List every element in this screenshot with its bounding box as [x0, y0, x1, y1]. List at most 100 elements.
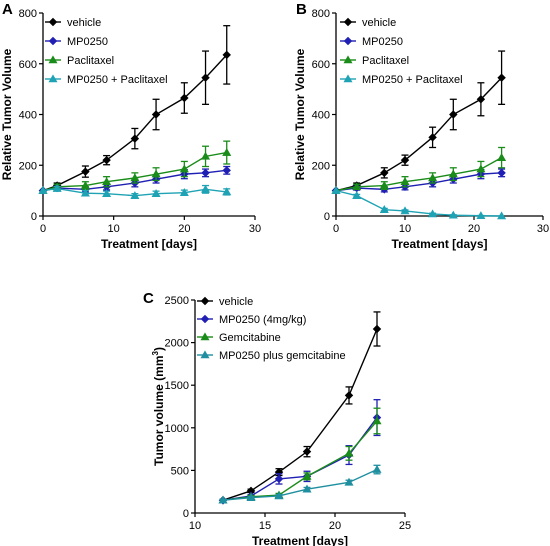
data-point-b-2	[352, 182, 362, 191]
series-line-c-2	[222, 420, 378, 501]
data-point-c-0	[344, 391, 354, 400]
legend-entry-c-3: MP0250 plus gemcitabine	[197, 350, 346, 362]
series-b-3	[331, 186, 507, 220]
y-tick-label-a: 400	[19, 110, 37, 122]
data-point-a-2	[102, 177, 112, 186]
y-tick-label-a: 600	[19, 59, 37, 71]
legend-label-c-2: Gemcitabine	[219, 332, 281, 344]
data-point-c-1	[274, 474, 284, 484]
data-point-a-3	[80, 188, 90, 197]
legend-swatch-marker-b-2	[343, 55, 353, 64]
legend-entry-a-0: vehicle	[45, 17, 101, 29]
series-c-3	[218, 464, 382, 504]
y-tick-label-c: 500	[171, 465, 189, 477]
series-c-1	[218, 399, 382, 505]
legend-swatch-marker-a-0	[48, 17, 58, 27]
data-point-a-3	[130, 191, 140, 199]
legend-swatch-marker-a-2	[48, 55, 58, 64]
data-point-a-3	[151, 189, 161, 197]
data-point-a-0	[180, 93, 189, 103]
series-line-b-2	[335, 157, 502, 192]
x-tick-label-a: 30	[249, 223, 261, 235]
data-point-a-2	[130, 173, 140, 182]
legend-entry-c-2: Gemcitabine	[197, 332, 281, 344]
legend-entry-b-1: MP0250	[340, 36, 403, 48]
data-point-a-3	[52, 183, 62, 192]
series-line-b-3	[335, 189, 502, 217]
y-tick-label-b: 200	[312, 160, 330, 172]
x-axis-title-c: Treatment [days]	[252, 534, 348, 546]
data-point-b-3	[428, 209, 438, 218]
data-point-a-0	[222, 50, 231, 60]
data-point-a-3	[179, 188, 189, 196]
series-line-b-1	[335, 172, 502, 192]
legend-entry-a-3: MP0250 + Paclitaxel	[45, 74, 168, 86]
x-tick-label-a: 10	[108, 223, 120, 235]
series-b-1	[331, 168, 506, 195]
y-tick-label-b: 400	[312, 110, 330, 122]
data-point-b-0	[476, 95, 486, 104]
data-point-b-3	[352, 191, 362, 199]
legend-label-a-0: vehicle	[67, 17, 101, 29]
legend-swatch-marker-b-1	[343, 36, 353, 46]
x-tick-label-c: 15	[259, 520, 271, 532]
legend-swatch-marker-c-2	[200, 332, 210, 341]
y-tick-label-c: 1500	[165, 380, 189, 392]
data-point-a-0	[201, 73, 210, 82]
data-point-a-0	[102, 155, 111, 165]
chart-panel-c: C 0 500 1000 1500 2000 2500 10 15 20 25 Treatment […	[143, 290, 411, 546]
legend-label-c-0: vehicle	[219, 296, 253, 308]
data-point-a-2	[222, 147, 232, 156]
x-tick-label-b: 10	[399, 223, 411, 235]
series-c-2	[218, 407, 382, 504]
data-point-b-2	[428, 173, 438, 182]
data-point-a-1	[201, 168, 210, 178]
data-point-a-0	[81, 167, 90, 176]
series-line-c-0	[222, 328, 378, 501]
series-a-3	[38, 183, 232, 199]
y-tick-label-c: 2000	[165, 338, 189, 350]
data-point-b-2	[476, 164, 486, 173]
x-tick-label-c: 20	[329, 520, 341, 532]
data-point-b-2	[497, 153, 507, 161]
data-point-b-3	[448, 210, 458, 219]
y-tick-label-c: 1000	[165, 423, 189, 435]
y-axis-title-text-a: Relative Tumor Volume	[0, 48, 14, 180]
data-point-b-2	[448, 169, 458, 178]
series-line-c-1	[222, 417, 378, 501]
data-point-c-2	[372, 416, 382, 425]
x-tick-label-c: 25	[399, 520, 411, 532]
data-point-b-3	[400, 206, 410, 215]
data-point-c-3	[218, 495, 228, 504]
x-axis-title-a: Treatment [days]	[101, 237, 197, 251]
data-point-a-3	[38, 186, 48, 194]
legend-entry-b-3: MP0250 + Paclitaxel	[340, 74, 463, 86]
data-point-a-3	[102, 189, 112, 197]
data-point-c-3	[274, 491, 284, 500]
data-point-b-0	[400, 155, 410, 165]
legend-label-b-0: vehicle	[362, 17, 396, 29]
data-point-a-2	[201, 151, 211, 160]
x-tick-label-b: 20	[468, 223, 480, 235]
y-axis-title-close-c: )	[152, 347, 166, 351]
legend-label-b-3: MP0250 + Paclitaxel	[362, 74, 463, 86]
data-point-b-1	[497, 168, 506, 178]
data-point-c-2	[344, 448, 354, 457]
legend-entry-b-0: vehicle	[340, 17, 396, 29]
data-point-b-0	[428, 133, 437, 142]
data-point-a-0	[130, 134, 140, 143]
legend-swatch-marker-b-0	[343, 17, 353, 27]
legend-swatch-marker-c-3	[200, 350, 210, 359]
x-tick-label-b: 0	[333, 223, 339, 235]
x-axis-title-b: Treatment [days]	[391, 237, 487, 251]
y-tick-label-b: 0	[324, 211, 330, 223]
y-axis-title-text-c: Tumor volume (mm	[152, 355, 166, 465]
data-point-c-3	[372, 464, 382, 473]
legend-label-b-1: MP0250	[362, 36, 403, 48]
panel-letter-c: C	[143, 290, 154, 307]
chart-panel-a: A 0 200 400 600 800 0 10 20 30 Treatment [days] Rel…	[0, 1, 261, 251]
y-tick-label-a: 200	[19, 160, 37, 172]
y-axis-title-superscript-c: 3	[151, 350, 160, 355]
legend-entry-c-1: MP0250 (4mg/kg)	[197, 314, 306, 326]
